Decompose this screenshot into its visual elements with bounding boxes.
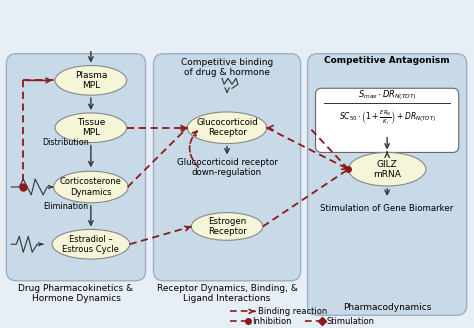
Text: Estrogen
Receptor: Estrogen Receptor [208, 217, 246, 236]
Text: Competitive binding
of drug & hormone: Competitive binding of drug & hormone [181, 58, 273, 77]
Text: Distribution: Distribution [43, 138, 90, 147]
Text: Plasma
MPL: Plasma MPL [75, 71, 107, 90]
Text: Elimination: Elimination [44, 202, 89, 211]
Ellipse shape [187, 112, 267, 144]
Text: GILZ
mRNA: GILZ mRNA [373, 159, 401, 179]
Text: Corticosterone
Dynamics: Corticosterone Dynamics [60, 177, 122, 197]
FancyBboxPatch shape [316, 88, 459, 153]
Text: Competitive Antagonism: Competitive Antagonism [324, 56, 450, 65]
Text: Glucocorticoid receptor
down-regulation: Glucocorticoid receptor down-regulation [177, 157, 277, 177]
Ellipse shape [54, 171, 128, 203]
Text: Inhibition: Inhibition [252, 317, 292, 326]
Text: Receptor Dynamics, Binding, &
Ligand Interactions: Receptor Dynamics, Binding, & Ligand Int… [156, 284, 298, 303]
Text: Drug Pharmacokinetics &
Hormone Dynamics: Drug Pharmacokinetics & Hormone Dynamics [18, 284, 134, 303]
Text: Estradiol –
Estrous Cycle: Estradiol – Estrous Cycle [63, 235, 119, 254]
FancyBboxPatch shape [308, 54, 466, 315]
FancyBboxPatch shape [154, 54, 301, 281]
Text: $S_{max} \cdot DR_{N(TOT)}$: $S_{max} \cdot DR_{N(TOT)}$ [358, 88, 417, 102]
Ellipse shape [348, 153, 426, 186]
Ellipse shape [52, 229, 129, 259]
Text: Glucocorticoid
Receptor: Glucocorticoid Receptor [196, 118, 258, 137]
Text: Tissue
MPL: Tissue MPL [77, 118, 105, 137]
Text: Binding reaction: Binding reaction [258, 307, 327, 316]
Text: $SC_{50} \cdot \left(1+\frac{ER_N}{K_i}\right)+DR_{N(TOT)}$: $SC_{50} \cdot \left(1+\frac{ER_N}{K_i}\… [338, 109, 436, 127]
Ellipse shape [55, 66, 127, 95]
Text: Stimulation of Gene Biomarker: Stimulation of Gene Biomarker [320, 204, 454, 213]
FancyBboxPatch shape [6, 54, 146, 281]
Ellipse shape [55, 113, 127, 143]
Ellipse shape [191, 213, 263, 240]
Text: Pharmacodynamics: Pharmacodynamics [343, 303, 431, 312]
Text: Stimulation: Stimulation [327, 317, 374, 326]
